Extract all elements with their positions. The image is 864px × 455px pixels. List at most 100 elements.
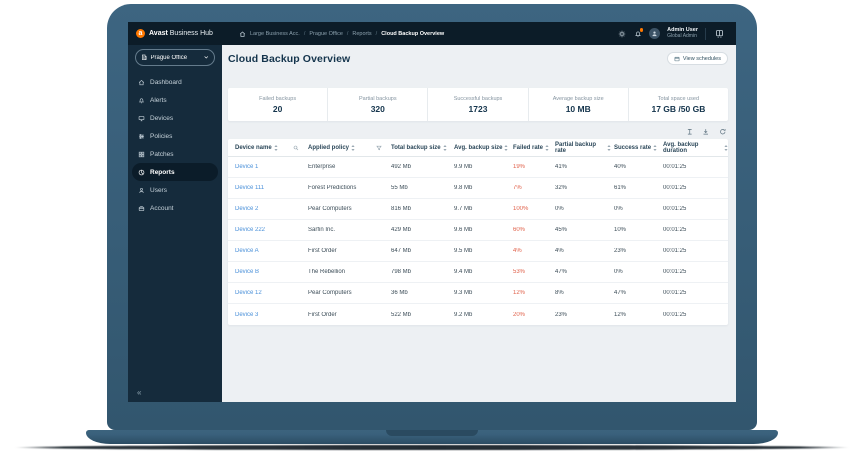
device-link[interactable]: Device 3 bbox=[235, 311, 259, 318]
column-label: Total backup size bbox=[391, 144, 441, 151]
sidebar-item-alerts[interactable]: Alerts bbox=[132, 91, 218, 109]
table-row: Device 12 Pear Computers 36 Mb 9.3 Mb 12… bbox=[228, 283, 728, 304]
device-link[interactable]: Device A bbox=[235, 248, 259, 254]
cell-partial-backup-rate: 4% bbox=[555, 248, 564, 254]
cell-avg-backup-duration: 00:01:25 bbox=[663, 290, 687, 296]
cell-avg-backup-size: 9.2 Mb bbox=[454, 311, 473, 318]
org-selector[interactable]: Prague Office bbox=[135, 49, 215, 66]
side-panel-icon[interactable] bbox=[713, 27, 726, 40]
view-schedules-button[interactable]: View schedules bbox=[666, 52, 728, 65]
cell-applied-policy: Pear Computers bbox=[308, 290, 352, 296]
sidebar-collapse-button[interactable]: « bbox=[137, 388, 142, 397]
cell-device-name: Device 111 bbox=[228, 185, 305, 191]
column-header-total-backup-size[interactable]: Total backup size bbox=[388, 144, 451, 151]
sort-icon bbox=[607, 144, 611, 151]
cell-avg-backup-size: 9.9 Mb bbox=[454, 164, 473, 170]
cell-partial-backup-rate: 47% bbox=[555, 269, 568, 275]
app-body: Prague Office Dashboard Alerts Devices bbox=[128, 45, 736, 402]
device-link[interactable]: Device B bbox=[235, 269, 260, 275]
device-link[interactable]: Device 1 bbox=[235, 164, 259, 170]
person-icon bbox=[139, 187, 144, 193]
column-header-avg-backup-duration[interactable]: Avg. backup duration bbox=[660, 142, 728, 154]
sidebar-item-label: Alerts bbox=[150, 96, 167, 104]
column-header-avg-backup-size[interactable]: Avg. backup size bbox=[451, 144, 510, 151]
cell-avg-backup-duration: 00:01:25 bbox=[663, 248, 687, 254]
stat-cell: Failed backups 20 bbox=[228, 88, 327, 121]
cell-total-backup-size: 798 Mb bbox=[391, 269, 412, 275]
main-content: Cloud Backup Overview View schedules Fai… bbox=[222, 45, 736, 402]
sidebar-item-devices[interactable]: Devices bbox=[132, 109, 218, 127]
stat-value: 1723 bbox=[468, 103, 488, 114]
cell-applied-policy: Enterprise bbox=[308, 164, 336, 170]
breadcrumb-item[interactable]: Prague Office bbox=[309, 30, 343, 37]
cell-device-name: Device 222 bbox=[228, 227, 305, 233]
grid-icon bbox=[138, 151, 145, 157]
gear-icon[interactable] bbox=[617, 29, 626, 38]
columns-icon[interactable] bbox=[686, 128, 694, 136]
column-header-partial-backup-rate[interactable]: Partial backup rate bbox=[552, 142, 611, 154]
sidebar-item-dashboard[interactable]: Dashboard bbox=[132, 73, 218, 91]
sidebar-item-label: Policies bbox=[150, 132, 173, 140]
sidebar-item-policies[interactable]: Policies bbox=[132, 127, 218, 145]
column-header-applied-policy[interactable]: Applied policy bbox=[305, 144, 388, 151]
stat-label: Successful backups bbox=[453, 95, 503, 102]
notification-dot bbox=[639, 28, 644, 32]
cell-total-backup-size: 55 Mb bbox=[391, 185, 408, 191]
monitor-icon bbox=[138, 115, 145, 121]
breadcrumb-item[interactable]: Large Business Acc. bbox=[249, 30, 300, 37]
search-icon[interactable] bbox=[293, 145, 299, 151]
sidebar-item-reports[interactable]: Reports bbox=[132, 163, 218, 181]
table-row: Device 222 Sarfin Inc. 429 Mb 9.6 Mb 60%… bbox=[228, 220, 728, 241]
cell-failed-rate: 60% bbox=[513, 227, 526, 233]
building-icon bbox=[142, 54, 147, 61]
breadcrumb-item[interactable]: Reports bbox=[352, 30, 372, 37]
stat-label: Average backup size bbox=[552, 95, 604, 102]
column-label: Partial backup rate bbox=[555, 141, 597, 154]
sort-icon bbox=[545, 144, 549, 151]
sort-icon bbox=[442, 144, 447, 151]
sidebar-item-account[interactable]: Account bbox=[132, 199, 218, 217]
table-row: Device B The Rebellion 798 Mb 9.4 Mb 53%… bbox=[228, 262, 728, 283]
cell-success-rate: 10% bbox=[614, 227, 627, 233]
sidebar-item-patches[interactable]: Patches bbox=[132, 145, 218, 163]
stat-label: Total space used bbox=[657, 95, 700, 102]
column-label: Avg. backup duration bbox=[663, 141, 699, 154]
sidebar-item-users[interactable]: Users bbox=[132, 181, 218, 199]
breadcrumb-separator: / bbox=[346, 30, 349, 37]
home-icon bbox=[138, 79, 145, 85]
topbar: a Avast Business Hub Large Business Acc.… bbox=[128, 22, 736, 45]
column-header-success-rate[interactable]: Success rate bbox=[611, 144, 660, 151]
cell-failed-rate: 20% bbox=[513, 311, 526, 318]
sort-icon bbox=[351, 144, 355, 151]
column-label: Failed rate bbox=[513, 144, 544, 151]
home-icon[interactable] bbox=[239, 30, 246, 37]
cell-partial-backup-rate: 0% bbox=[555, 206, 564, 212]
app-screen: a Avast Business Hub Large Business Acc.… bbox=[128, 22, 736, 402]
refresh-icon[interactable] bbox=[719, 128, 727, 136]
cell-avg-backup-duration: 00:01:25 bbox=[663, 164, 687, 170]
sidebar-item-label: Dashboard bbox=[150, 78, 182, 86]
cell-avg-backup-size: 9.3 Mb bbox=[454, 290, 473, 296]
notifications-icon[interactable] bbox=[633, 28, 644, 38]
device-link[interactable]: Device 12 bbox=[235, 290, 262, 296]
download-icon[interactable] bbox=[702, 128, 710, 136]
column-header-device-name[interactable]: Device name bbox=[228, 144, 305, 151]
column-label: Device name bbox=[235, 144, 272, 151]
user-menu[interactable]: Admin User Global Admin bbox=[667, 27, 698, 39]
avatar[interactable] bbox=[649, 28, 661, 39]
device-link[interactable]: Device 222 bbox=[235, 227, 266, 233]
stat-label: Failed backups bbox=[259, 95, 297, 102]
cell-device-name: Device A bbox=[228, 248, 305, 254]
breadcrumb: Large Business Acc. / Prague Office / Re… bbox=[239, 30, 444, 37]
device-link[interactable]: Device 111 bbox=[235, 185, 265, 191]
filter-icon[interactable] bbox=[376, 145, 382, 151]
sort-icon bbox=[504, 144, 509, 151]
device-link[interactable]: Device 2 bbox=[235, 206, 259, 212]
report-icon bbox=[138, 169, 145, 175]
cell-total-backup-size: 816 Mb bbox=[391, 206, 412, 212]
cell-partial-backup-rate: 41% bbox=[555, 164, 568, 170]
table-row: Device A First Order 647 Mb 9.5 Mb 4% 4%… bbox=[228, 241, 728, 262]
cell-applied-policy: Sarfin Inc. bbox=[308, 227, 336, 233]
column-header-failed-rate[interactable]: Failed rate bbox=[510, 144, 552, 151]
